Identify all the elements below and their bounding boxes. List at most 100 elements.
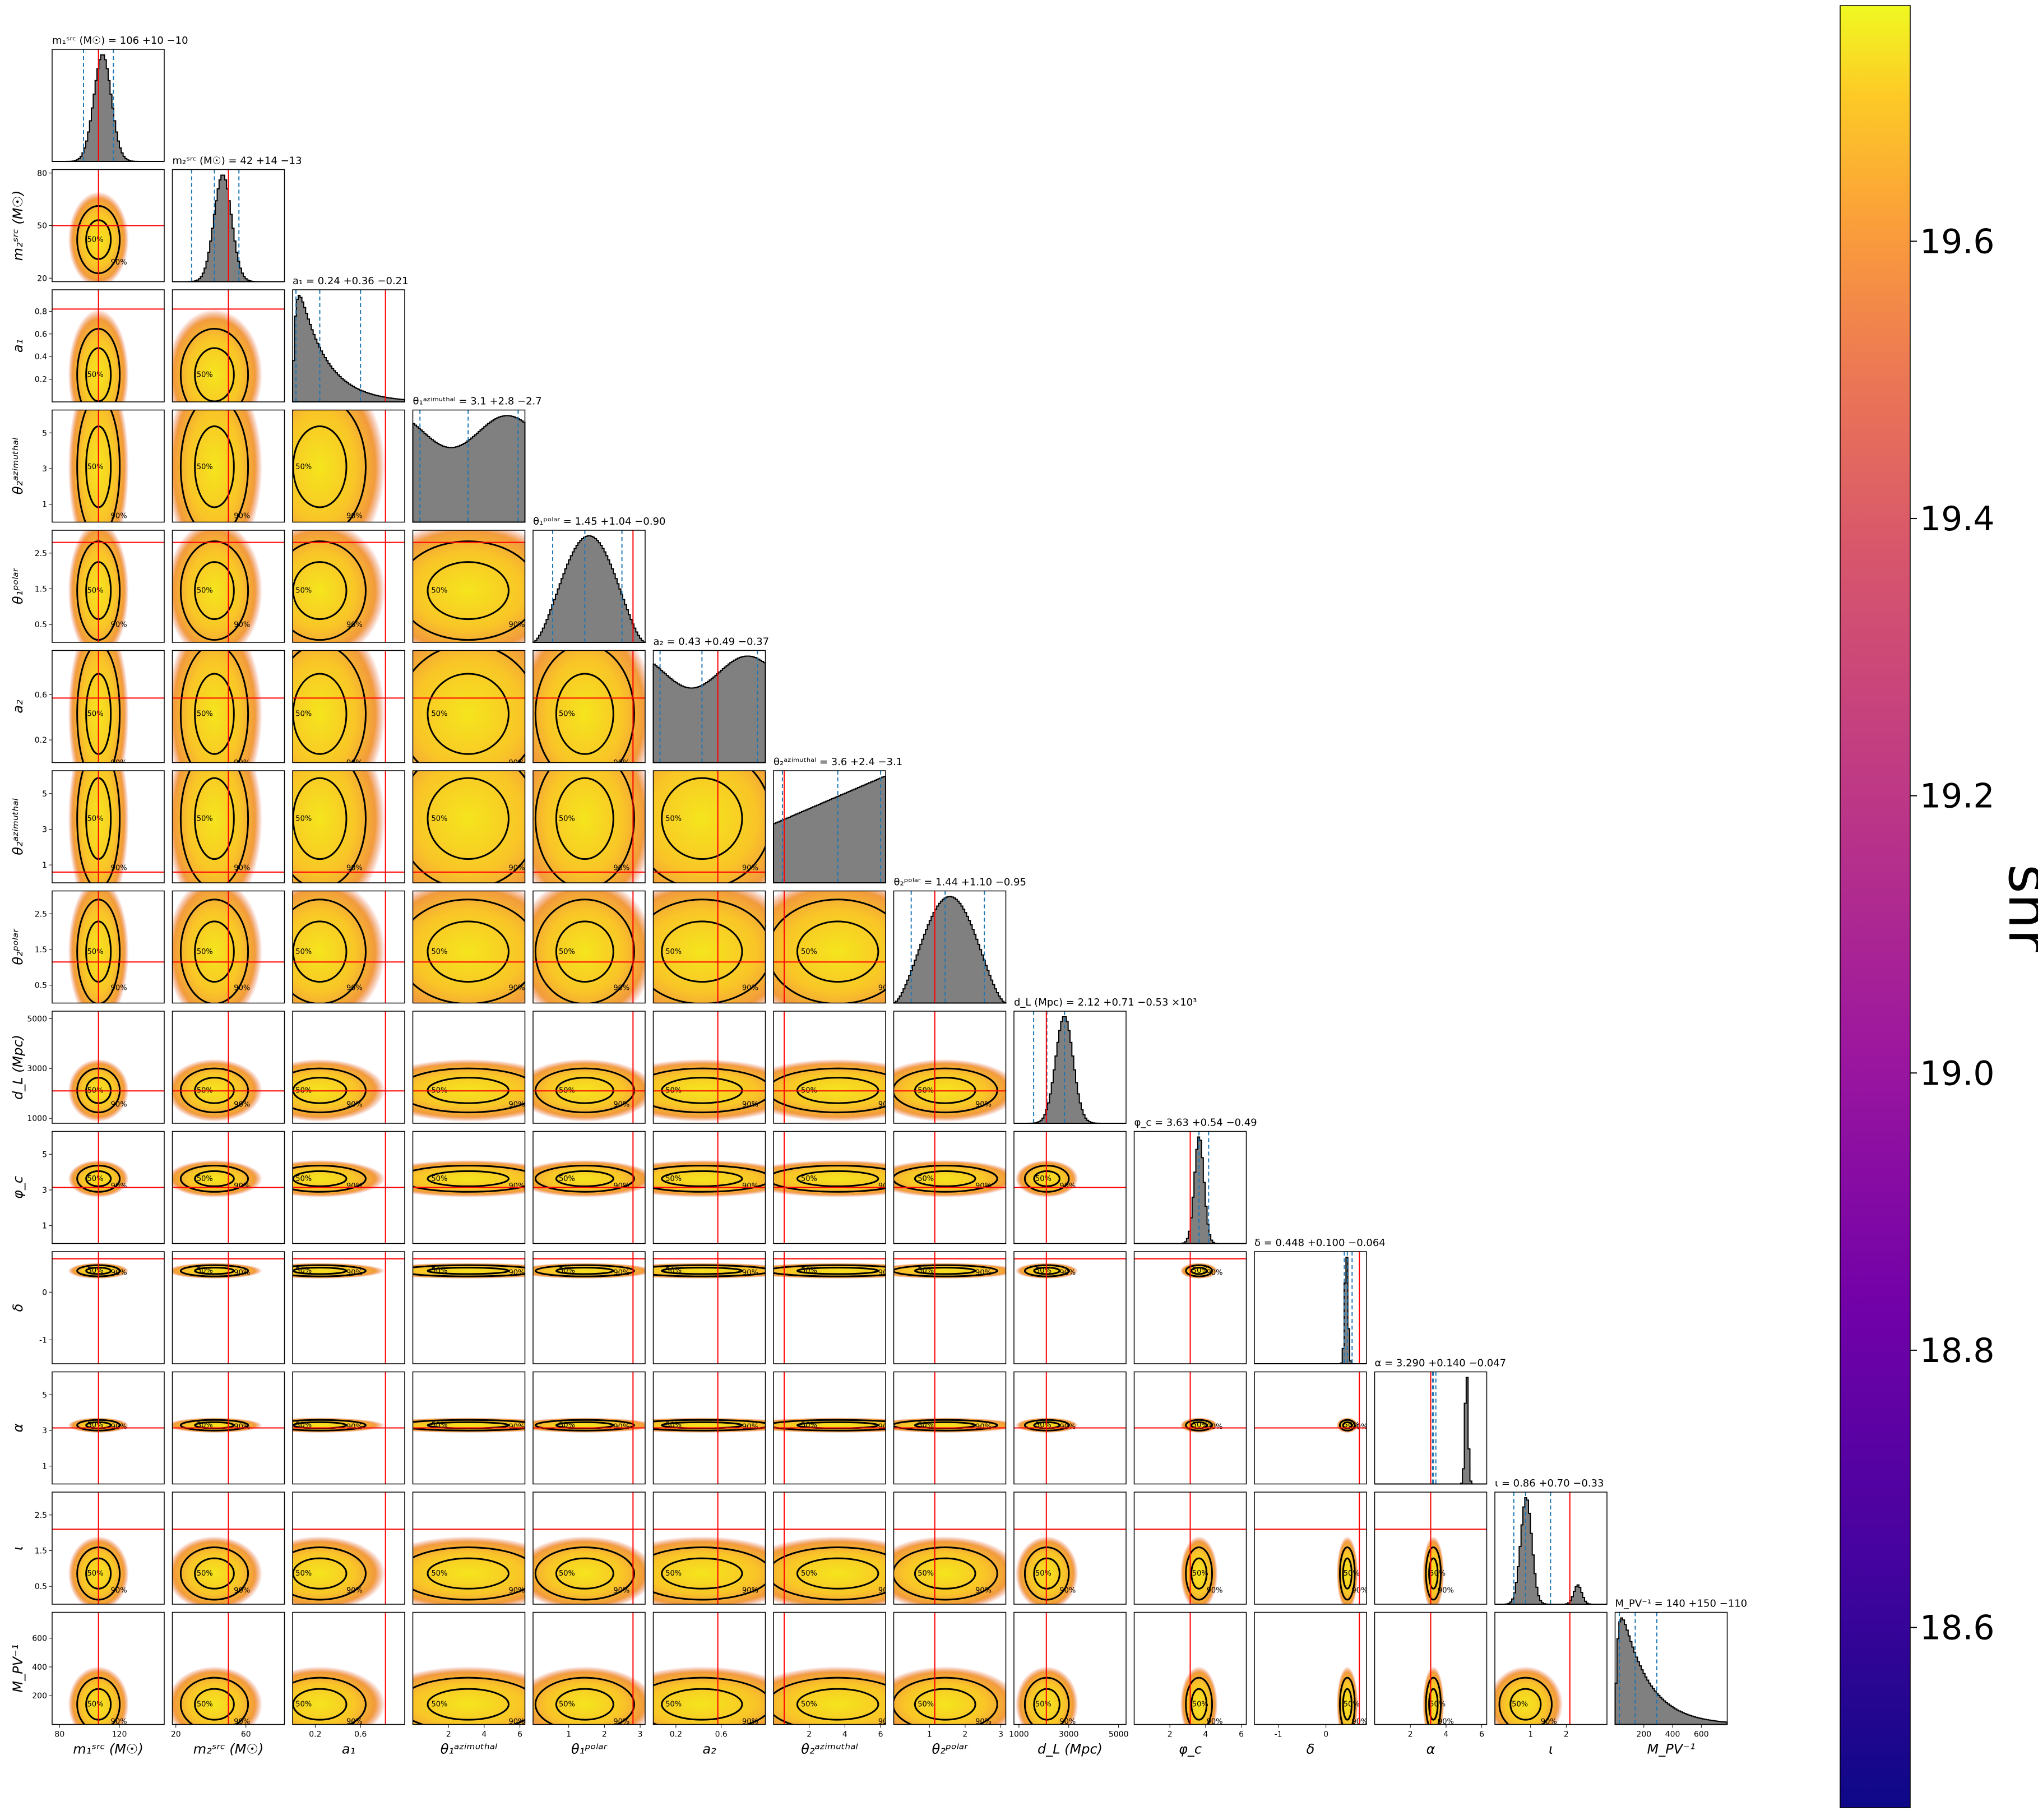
panel-frame [292, 409, 405, 523]
contour-50 [555, 920, 614, 983]
y-axis-label-8: d_L (Mpc) [10, 1035, 26, 1100]
panel-frame [773, 770, 886, 883]
contour-label-90: 90% [1059, 1718, 1076, 1726]
sample-cloud [653, 1263, 766, 1279]
contour-label-90: 90% [1438, 1587, 1454, 1595]
x-tick-label: 0.2 [670, 1730, 682, 1739]
panel-frame [773, 1611, 886, 1725]
panel-frame [172, 890, 285, 1004]
panel-frame [1013, 1011, 1127, 1124]
histogram-3 [412, 415, 526, 523]
sample-cloud [293, 530, 386, 642]
panel-frame [532, 1251, 646, 1364]
y-tick-label: 5 [42, 790, 47, 799]
x-axis-label-11: α [1426, 1742, 1435, 1757]
x-axis-label-3: θ₁ᵃᶻⁱᵐᵘᵗʰᵃˡ [441, 1742, 498, 1757]
y-axis-label-10: δ [10, 1304, 26, 1312]
contour-label-50: 50% [1344, 1701, 1360, 1709]
contour-90 [179, 410, 249, 522]
panel-9-9: φ_c = 3.63 +0.54 −0.49 [1133, 1117, 1257, 1244]
contour-90 [179, 1419, 249, 1432]
contour-50 [796, 1170, 879, 1187]
contour-label-90: 90% [975, 1182, 992, 1191]
contour-label-90: 90% [234, 1269, 250, 1277]
contour-90 [413, 1546, 525, 1601]
contour-50 [1342, 1688, 1353, 1721]
contour-label-50: 50% [197, 948, 213, 956]
panel-frame [1374, 1492, 1488, 1605]
panel-8-5: 50%90% [652, 1011, 766, 1124]
contour-90 [893, 1419, 998, 1432]
x-tick-label: 5000 [1109, 1730, 1129, 1739]
panel-frame [1133, 1611, 1247, 1725]
panel-13-3: 50% 90% 2 4 6 θ₁ᵃᶻⁱᵐᵘᵗʰᵃˡ [412, 1611, 526, 1757]
histogram-4 [532, 535, 646, 643]
contour-label-50: 50% [1512, 1701, 1528, 1709]
contour-90 [1185, 1677, 1213, 1725]
y-tick-label: 2.5 [35, 910, 47, 919]
contour-label-90: 90% [346, 759, 363, 767]
contour-50 [293, 777, 348, 860]
panel-frame [52, 1492, 165, 1605]
x-tick-label: 6 [517, 1730, 522, 1739]
histogram-0 [52, 54, 164, 162]
contour-label-90: 90% [1438, 1718, 1454, 1726]
panel-10-5: 50% 90% [652, 1251, 766, 1364]
panel-10-3: 50% 90% [412, 1251, 526, 1364]
panel-frame [652, 1251, 766, 1364]
contour-label-50: 50% [559, 1701, 575, 1709]
contour-label-90: 90% [1207, 1587, 1223, 1595]
panel-7-5: 50% 90% [652, 890, 766, 1004]
panel-frame [652, 650, 766, 763]
panel-10-2: 50% 90% [292, 1251, 405, 1364]
contour-label-90: 90% [111, 621, 127, 629]
contour-label-50: 50% [1035, 1569, 1052, 1578]
y-tick-label: 3000 [27, 1064, 47, 1073]
panel-0-0: m₁ˢʳᶜ (M☉) = 106 +10 −10 [52, 35, 188, 162]
panel-13-6: 50% 90% 2 4 6 θ₂ᵃᶻⁱᵐᵘᵗʰᵃˡ [773, 1611, 886, 1757]
panel-frame [532, 1492, 646, 1605]
contour-50 [555, 1170, 614, 1187]
x-tick-label: 2 [1168, 1730, 1173, 1739]
contour-50 [914, 1170, 976, 1187]
panel-frame [52, 530, 165, 643]
contour-90 [893, 1165, 998, 1193]
contour-50 [1342, 1557, 1353, 1590]
contour-50 [194, 1170, 235, 1187]
panel-10-8: 50% 90% [1013, 1251, 1127, 1364]
contour-label-50: 50% [87, 587, 104, 595]
contour-label-50: 50% [87, 1175, 104, 1183]
panel-10-1: 50% 90% [172, 1251, 285, 1364]
contour-label-90: 90% [742, 1718, 758, 1726]
panel-6-1: 50% 90% [172, 770, 285, 883]
panel-13-0: 50% 90% 80 120 m₁ˢʳᶜ (M☉) 200 400 600 M_PV⁻¹ [10, 1611, 165, 1757]
sample-cloud [1336, 1666, 1358, 1725]
y-tick-label: 2.5 [35, 1511, 47, 1520]
panel-12-8: 50% 90% [1013, 1492, 1127, 1605]
contour-90 [653, 899, 766, 1003]
contour-label-50: 50% [1035, 1701, 1052, 1709]
panel-12-11: 50% 90% [1374, 1492, 1488, 1605]
contour-label-50: 50% [559, 1569, 575, 1578]
panel-9-1: 50% 90% [172, 1131, 285, 1244]
panel-frame [773, 1131, 886, 1244]
contour-label-90: 90% [508, 759, 525, 767]
contour-50 [427, 1170, 510, 1187]
panel-1-0: 50% 90% 20 50 80 m₂ˢʳᶜ (M☉) [10, 169, 165, 283]
sample-cloud [413, 1536, 525, 1604]
contour-label-50: 50% [87, 1569, 104, 1578]
contour-label-50: 50% [197, 1569, 213, 1578]
contour-label-50: 50% [665, 948, 682, 956]
contour-label-90: 90% [111, 402, 127, 411]
sample-cloud [293, 1536, 386, 1604]
contour-50 [914, 1557, 976, 1590]
contour-90 [893, 1677, 998, 1725]
panel-frame [1133, 1371, 1247, 1485]
contour-50 [1428, 1688, 1439, 1721]
contour-label-90: 90% [878, 1423, 895, 1432]
x-tick-label: -1 [1275, 1730, 1282, 1739]
panel-frame [412, 530, 526, 643]
contour-label-90: 90% [234, 1423, 250, 1432]
panel-8-8: d_L (Mpc) = 2.12 +0.71 −0.53 ×10³ [1013, 997, 1197, 1124]
